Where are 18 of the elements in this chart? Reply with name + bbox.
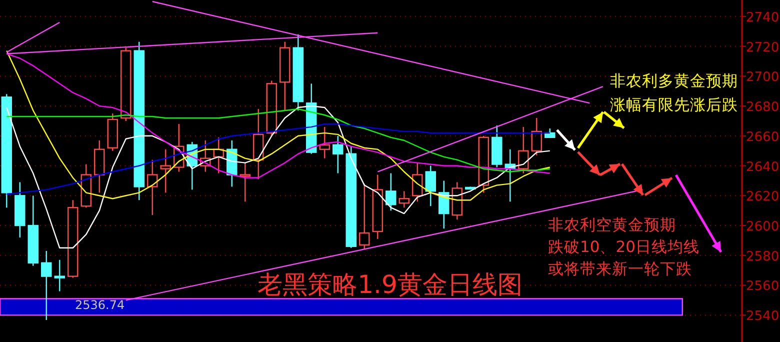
annotation: 涨幅有限先涨后跌: [610, 96, 738, 114]
text: 老黑策略1.9黄金日线图: [258, 270, 522, 299]
y-tick-label: 2620: [746, 190, 780, 205]
annotation: 或将带来新一轮下跌: [548, 260, 692, 278]
annotation: 非农利空黄金预期: [548, 216, 676, 234]
y-tick-label: 2540: [746, 309, 780, 324]
y-tick-label: 2560: [746, 279, 780, 294]
annotation: 跌破10、20日线均线: [548, 238, 700, 256]
y-tick-label: 2700: [746, 70, 780, 86]
y-tick-label: 2640: [746, 160, 780, 175]
y-tick-label: 2720: [746, 40, 780, 56]
y-tick-label: 2580: [746, 249, 780, 264]
y-tick-label: 2600: [746, 220, 780, 235]
y-tick-label: 2680: [746, 100, 780, 116]
y-tick-label: 2740: [746, 10, 780, 26]
annotation: 2536.74: [75, 298, 125, 312]
annotation: 非农利多黄金预期: [610, 72, 738, 90]
y-tick-label: 2660: [746, 130, 780, 145]
